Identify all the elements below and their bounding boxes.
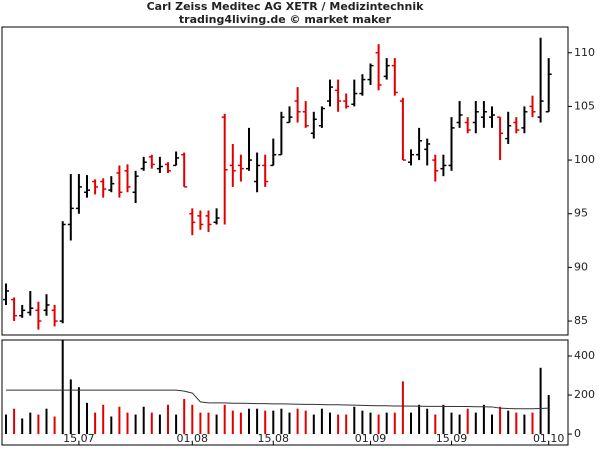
y2-tick-label: 400 xyxy=(574,349,595,362)
y-tick-label: 105 xyxy=(574,99,595,112)
x-tick-label: 15.07 xyxy=(63,432,95,445)
x-tick-label: 01.08 xyxy=(177,432,209,445)
x-tick-label: 15.09 xyxy=(436,432,468,445)
y-tick-label: 100 xyxy=(574,153,595,166)
chart-subtitle: trading4living.de © market maker xyxy=(179,13,392,26)
y-tick-label: 95 xyxy=(574,207,588,220)
y2-tick-label: 200 xyxy=(574,388,595,401)
y2-tick-label: 0 xyxy=(574,427,581,440)
volume-average xyxy=(6,389,549,410)
y-tick-label: 110 xyxy=(574,46,595,59)
x-tick-label: 15.08 xyxy=(258,432,290,445)
y-tick-label: 90 xyxy=(574,260,588,273)
volume-panel xyxy=(1,339,569,446)
x-tick-label: 01.09 xyxy=(355,432,387,445)
price-panel xyxy=(1,26,569,336)
chart-title: Carl Zeiss Meditec AG XETR / Medizintech… xyxy=(147,0,425,13)
x-tick-label: 01.10 xyxy=(533,432,565,445)
y-tick-label: 85 xyxy=(574,314,588,327)
